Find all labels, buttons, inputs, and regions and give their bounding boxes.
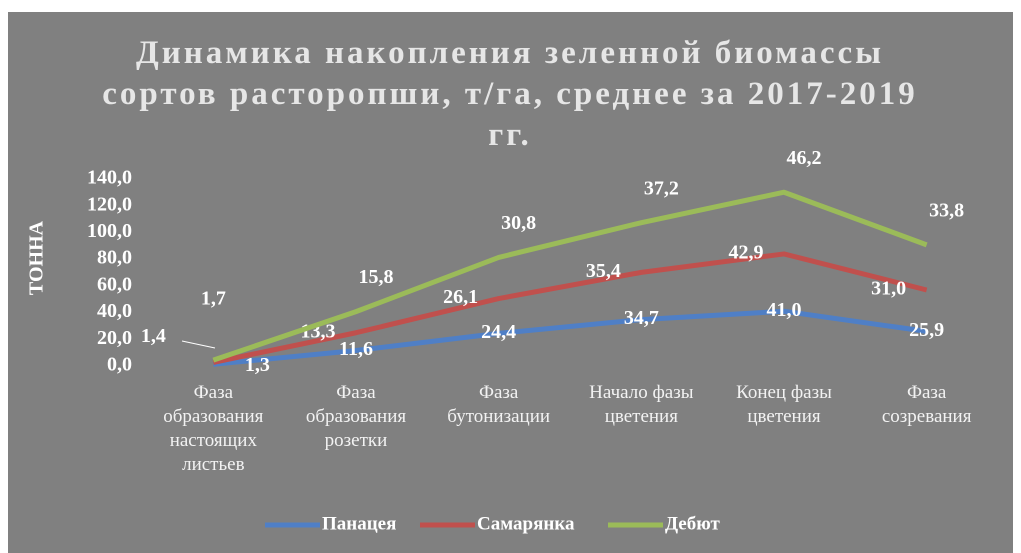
legend-label: Дебют (665, 513, 721, 534)
x-tick-label: Фаза образования настоящих листьев (163, 382, 263, 475)
y-tick-label: 0,0 (107, 354, 132, 376)
x-tick-label: Начало фазы цветения (589, 382, 694, 427)
data-label: 34,7 (624, 307, 659, 329)
x-tick-label: Фаза бутонизации (447, 382, 550, 427)
y-tick-label: 120,0 (87, 193, 132, 215)
legend-label: Самарянка (477, 513, 575, 534)
data-label: 37,2 (644, 177, 679, 199)
data-label: 24,4 (481, 321, 516, 343)
x-tick-label: Фаза созревания (882, 382, 972, 427)
data-label: 1,3 (245, 354, 270, 376)
data-label: 15,8 (359, 266, 394, 288)
x-tick-label: Конец фазы цветения (736, 382, 832, 427)
data-label: 33,8 (929, 199, 964, 221)
legend-label: Панацея (322, 513, 396, 534)
y-tick-label: 60,0 (97, 273, 132, 295)
data-label: 41,0 (767, 299, 802, 321)
series-line (212, 189, 928, 363)
data-label: 1,7 (201, 288, 226, 310)
data-label: 46,2 (787, 147, 822, 169)
leader-line (181, 340, 216, 349)
y-tick-label: 20,0 (97, 327, 132, 349)
y-tick-label: 100,0 (87, 220, 132, 242)
y-tick-label: 140,0 (87, 167, 132, 189)
data-label: 42,9 (729, 242, 764, 264)
data-label: 31,0 (871, 278, 906, 300)
series-line (212, 251, 928, 365)
data-label: 30,8 (501, 212, 536, 234)
chart-background (8, 12, 1013, 553)
series-line (213, 308, 928, 367)
data-label: 1,4 (141, 325, 166, 347)
data-label: 26,1 (443, 286, 478, 308)
data-label: 11,6 (339, 338, 373, 360)
data-label: 25,9 (909, 319, 944, 341)
y-axis-label: ТОННА (26, 220, 48, 295)
chart-title: Динамика накопления зеленной биомассы сор… (102, 35, 917, 153)
y-tick-label: 40,0 (97, 300, 132, 322)
y-tick-label: 80,0 (97, 247, 132, 269)
data-label: 35,4 (586, 260, 621, 282)
x-tick-label: Фаза образования розетки (306, 382, 406, 451)
